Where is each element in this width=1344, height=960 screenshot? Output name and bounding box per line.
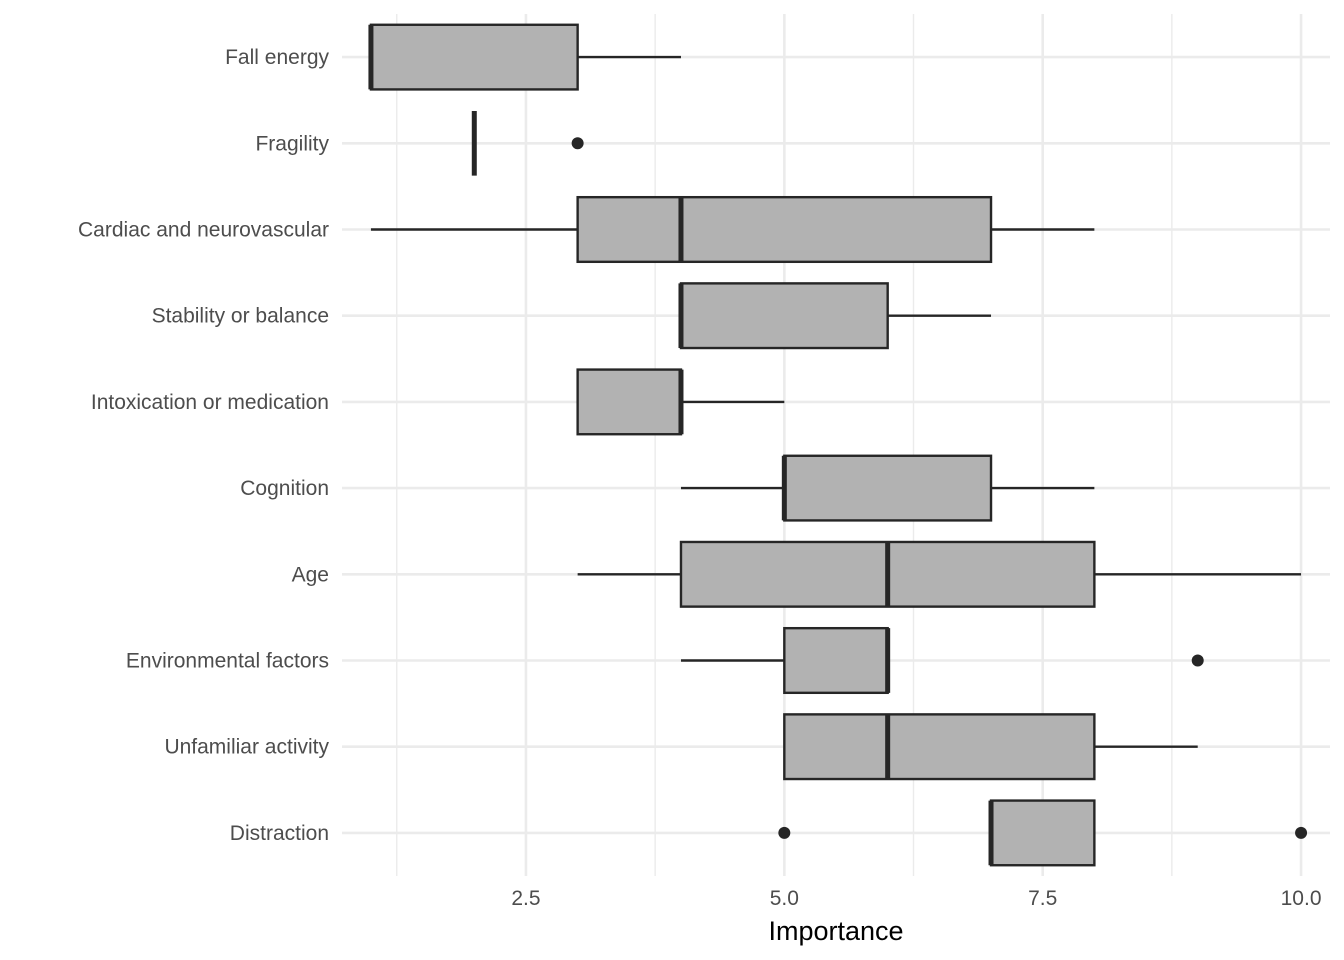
category-label: Unfamiliar activity xyxy=(164,736,329,759)
category-label: Fall energy xyxy=(225,46,329,69)
category-label: Cardiac and neurovascular xyxy=(78,219,329,242)
x-axis-title: Importance xyxy=(768,916,903,946)
x-tick-label: 7.5 xyxy=(1028,887,1057,910)
box-series xyxy=(368,23,1308,867)
box-group xyxy=(778,799,1308,867)
box xyxy=(369,23,579,91)
minor-gridlines xyxy=(396,14,1173,876)
category-label: Intoxication or medication xyxy=(91,391,329,414)
box-group xyxy=(577,540,1302,608)
category-label: Distraction xyxy=(230,822,329,845)
box xyxy=(576,195,993,264)
x-tick-label: 10.0 xyxy=(1281,887,1322,910)
box xyxy=(576,368,683,436)
category-label: Cognition xyxy=(240,477,329,500)
outlier-point xyxy=(1295,826,1308,839)
category-label: Stability or balance xyxy=(152,305,329,328)
x-tick-label: 5.0 xyxy=(770,887,799,910)
box-group xyxy=(783,713,1198,781)
category-label: Age xyxy=(292,563,329,586)
category-label: Environmental factors xyxy=(126,650,329,673)
box xyxy=(783,713,1096,781)
box xyxy=(679,282,889,350)
x-axis-tick-labels: 2.5 5.0 7.5 10.0 xyxy=(511,887,1321,910)
box xyxy=(783,454,993,522)
outlier-point xyxy=(778,826,791,839)
box-group xyxy=(680,626,1204,695)
outlier-point xyxy=(571,137,584,150)
box-group xyxy=(680,454,1095,522)
category-axis-labels: Fall energy Fragility Cardiac and neurovas… xyxy=(78,46,329,845)
box-group xyxy=(368,23,681,91)
box-group xyxy=(678,282,992,350)
box-group xyxy=(370,195,1095,264)
category-label: Fragility xyxy=(255,132,329,155)
box-group xyxy=(471,110,584,176)
box xyxy=(783,626,889,695)
outlier-point xyxy=(1191,654,1204,667)
x-tick-label: 2.5 xyxy=(511,887,540,910)
box-group xyxy=(576,368,785,436)
box xyxy=(989,799,1096,867)
